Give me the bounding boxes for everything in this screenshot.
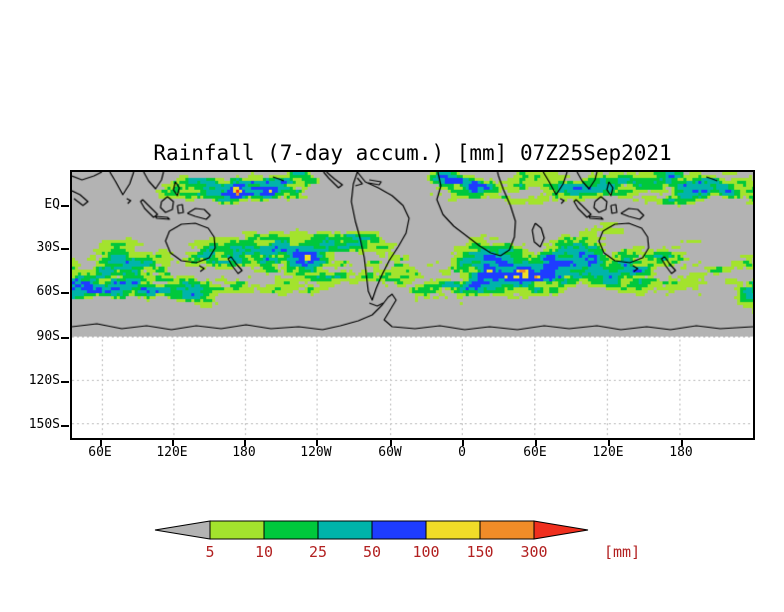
colorbar-level-label: 50 [363,543,381,561]
y-tick-label: 120S [28,373,60,388]
colorbar-level-label: 300 [520,543,547,561]
colorbar-level-label: 150 [466,543,493,561]
tick-mark [61,337,69,339]
colorbar-units-label: [mm] [604,543,640,561]
x-tick-label: 60E [523,445,547,460]
colorbar: 5 10 25 50 100 150 300 [mm] [154,520,640,561]
y-tick-label: 150S [28,416,60,432]
tick-mark [172,440,174,446]
colorbar-segment [479,520,535,540]
tick-mark [390,440,392,446]
x-tick-label: 60W [378,445,402,460]
tick-mark [462,440,464,446]
y-tick-label: 90S [36,328,60,344]
colorbar-left-arrow [154,520,211,540]
colorbar-right-arrow [533,520,589,540]
x-tick-label: 120W [300,445,332,460]
x-tick-label: 120E [592,445,624,460]
tick-mark [535,440,537,446]
x-tick-label: 180 [232,445,256,460]
colorbar-segment [371,520,427,540]
tick-mark [244,440,246,446]
tick-mark [681,440,683,446]
colorbar-segment [263,520,319,540]
colorbar-level-label: 10 [255,543,273,561]
tick-mark [61,425,69,427]
tick-mark [608,440,610,446]
chart-title: Rainfall (7-day accum.) [mm] 07Z25Sep202… [153,141,672,165]
colorbar-level-label: 100 [412,543,439,561]
tick-mark [316,440,318,446]
colorbar-segment [317,520,373,540]
colorbar-level-label: 25 [309,543,327,561]
plot-area [70,170,755,440]
tick-mark [100,440,102,446]
x-tick-label: 120E [156,445,188,460]
y-tick-label: 30S [36,240,60,255]
x-tick-label: 0 [458,445,466,460]
colorbar-segment [209,520,265,540]
tick-mark [61,205,69,207]
tick-mark [61,248,69,250]
x-tick-label: 60E [88,445,112,460]
y-tick-label: EQ [44,196,60,212]
colorbar-level-label: 5 [205,543,214,561]
y-tick-label: 60S [36,284,60,299]
map-canvas [72,172,753,438]
x-tick-label: 180 [669,445,693,460]
tick-mark [61,292,69,294]
colorbar-segment [425,520,481,540]
tick-mark [61,381,69,383]
